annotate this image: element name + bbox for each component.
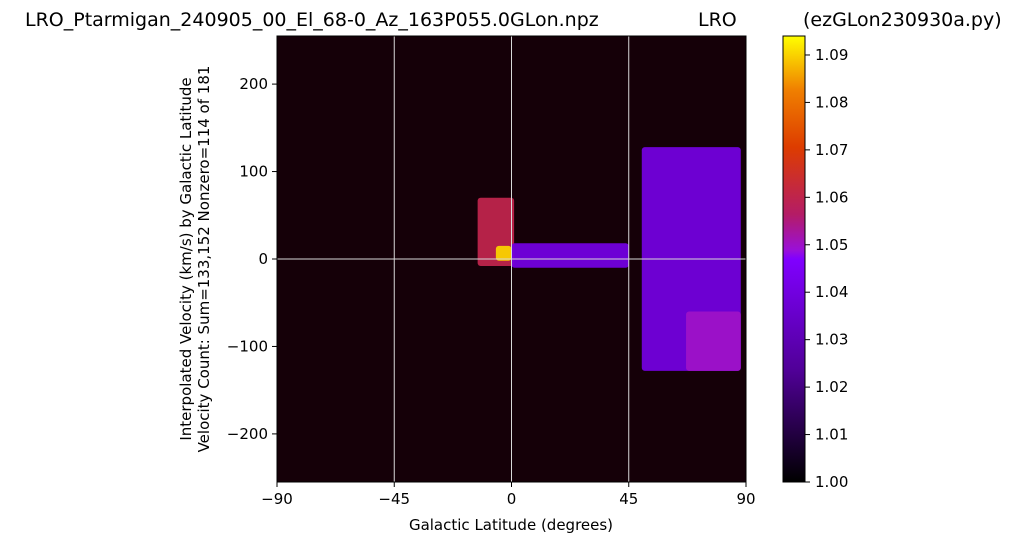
- x-axis-label: Galactic Latitude (degrees): [409, 516, 613, 534]
- chart-title-left: LRO_Ptarmigan_240905_00_El_68-0_Az_163P0…: [25, 9, 599, 31]
- x-tick-label: 45: [619, 490, 638, 508]
- heatmap-feature: [686, 311, 741, 371]
- chart-title-right: (ezGLon230930a.py): [803, 9, 1002, 31]
- colorbar-tick-label: 1.02: [815, 378, 848, 396]
- y-axis-label-line1: Interpolated Velocity (km/s) by Galactic…: [177, 77, 195, 440]
- y-axis-label-line2: Velocity Count: Sum=133,152 Nonzero=114 …: [195, 66, 213, 453]
- colorbar-tick-label: 1.00: [815, 473, 848, 491]
- heatmap-feature: [495, 245, 512, 261]
- colorbar-tick-label: 1.03: [815, 331, 848, 349]
- x-tick-label: 0: [507, 490, 517, 508]
- colorbar-tick-label: 1.09: [815, 46, 848, 64]
- x-tick-label: −90: [261, 490, 293, 508]
- grid-lines: [277, 36, 746, 482]
- colorbar-ticks: 1.00 1.01 1.02 1.03 1.04 1.05 1.06 1.07 1.08 1.09: [805, 46, 848, 491]
- heatmap-layer: [477, 147, 741, 371]
- colorbar-tick-label: 1.08: [815, 93, 848, 111]
- colorbar-tick-label: 1.01: [815, 426, 848, 444]
- y-tick-label: 200: [239, 75, 268, 93]
- x-tick-label: −45: [378, 490, 410, 508]
- colorbar-tick-label: 1.05: [815, 236, 848, 254]
- colorbar-tick-label: 1.04: [815, 283, 848, 301]
- colorbar: [782, 35, 806, 483]
- y-tick-label: 0: [258, 250, 268, 268]
- heatmap-feature: [511, 243, 629, 268]
- y-axis: −200 −100 0 100 200: [227, 75, 277, 443]
- colorbar-tick-label: 1.06: [815, 188, 848, 206]
- colorbar-tick-label: 1.07: [815, 141, 848, 159]
- y-tick-label: −200: [227, 425, 268, 443]
- x-tick-label: 90: [736, 490, 755, 508]
- x-axis: −90 −45 0 45 90: [261, 482, 756, 508]
- y-tick-label: −100: [227, 337, 268, 355]
- chart-title-center: LRO: [698, 9, 737, 31]
- y-tick-label: 100: [239, 163, 268, 181]
